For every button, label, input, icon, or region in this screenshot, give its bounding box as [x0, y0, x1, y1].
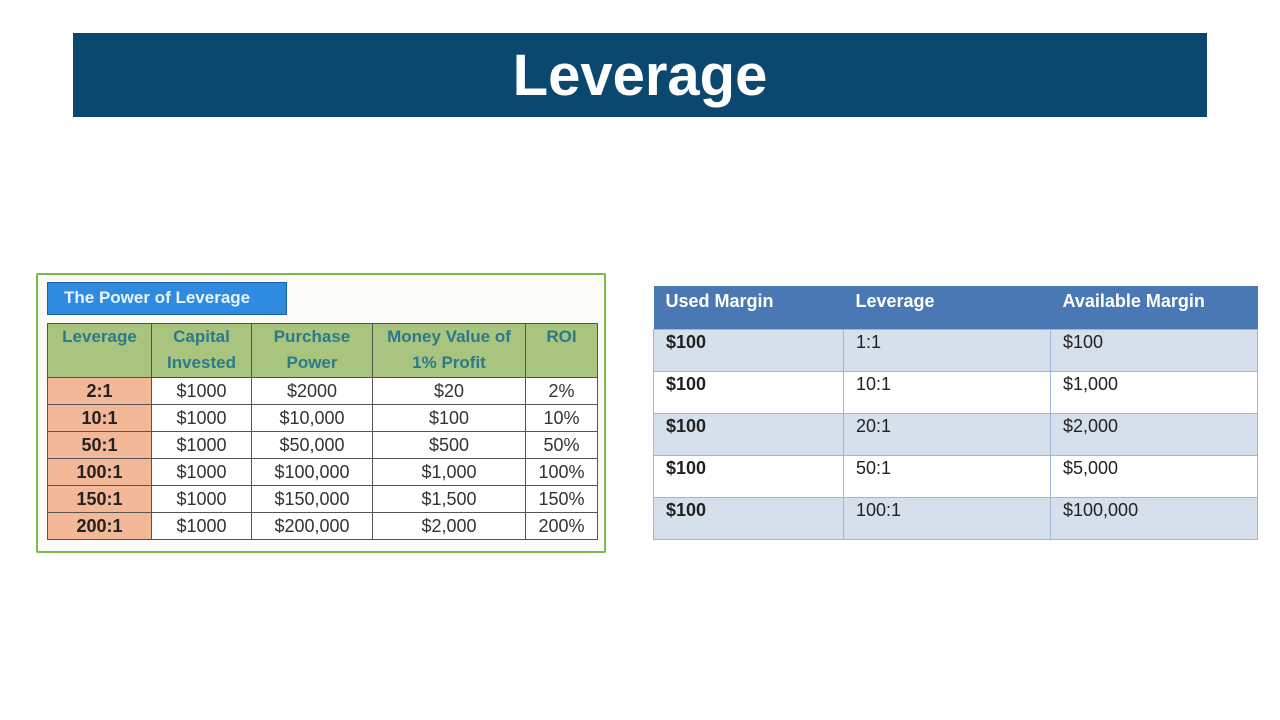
table-row: $100 1:1 $100	[653, 328, 1258, 372]
table-cell: 10:1	[843, 370, 1051, 414]
table-caption: The Power of Leverage	[47, 282, 287, 315]
table-cell: $100	[653, 496, 844, 540]
table-row: 200:1 $1000 $200,000 $2,000 200%	[47, 512, 598, 540]
table-cell: $1,000	[1050, 370, 1258, 414]
table-cell: $2,000	[372, 512, 526, 540]
table-cell: $150,000	[251, 485, 373, 513]
table-cell: $100	[653, 454, 844, 498]
table-cell: 200%	[525, 512, 598, 540]
table-cell: $2000	[251, 377, 373, 405]
table-cell: $1000	[151, 431, 252, 459]
table-cell: $10,000	[251, 404, 373, 432]
table-cell: $200,000	[251, 512, 373, 540]
table-cell: 20:1	[843, 412, 1051, 456]
table-row: $100 100:1 $100,000	[653, 496, 1258, 540]
column-header: Leverage	[47, 323, 152, 378]
table-cell: 100:1	[47, 458, 152, 486]
table-cell: 150%	[525, 485, 598, 513]
column-header: Used Margin	[653, 286, 844, 329]
table-row: 100:1 $1000 $100,000 $1,000 100%	[47, 458, 598, 486]
table-row: $100 20:1 $2,000	[653, 412, 1258, 456]
table-cell: $1,000	[372, 458, 526, 486]
table-cell: $100	[653, 412, 844, 456]
table-cell: $100,000	[1050, 496, 1258, 540]
table-cell: 2:1	[47, 377, 152, 405]
column-header: Purchase Power	[251, 323, 373, 378]
table-row: $100 10:1 $1,000	[653, 370, 1258, 414]
table-cell: $1,500	[372, 485, 526, 513]
column-header: Available Margin	[1050, 286, 1258, 329]
power-of-leverage-panel: The Power of Leverage Leverage Capital In…	[36, 273, 606, 553]
column-header: Money Value of 1% Profit	[372, 323, 526, 378]
table-row: 10:1 $1000 $10,000 $100 10%	[47, 404, 598, 432]
table-cell: $100	[653, 370, 844, 414]
column-header: ROI	[525, 323, 598, 378]
column-header: Capital Invested	[151, 323, 252, 378]
table-cell: 200:1	[47, 512, 152, 540]
table-cell: 10%	[525, 404, 598, 432]
margin-table: Used Margin Leverage Available Margin $100…	[653, 286, 1258, 540]
table-cell: 100%	[525, 458, 598, 486]
table-cell: $1000	[151, 404, 252, 432]
table-cell: 50:1	[47, 431, 152, 459]
table-cell: $2,000	[1050, 412, 1258, 456]
table-cell: $20	[372, 377, 526, 405]
table-cell: $1000	[151, 485, 252, 513]
table-row: 150:1 $1000 $150,000 $1,500 150%	[47, 485, 598, 513]
table-cell: $1000	[151, 512, 252, 540]
table-cell: $50,000	[251, 431, 373, 459]
table-cell: $100	[653, 328, 844, 372]
table-cell: $100	[1050, 328, 1258, 372]
table-cell: $500	[372, 431, 526, 459]
table-row: 50:1 $1000 $50,000 $500 50%	[47, 431, 598, 459]
table-row: 2:1 $1000 $2000 $20 2%	[47, 377, 598, 405]
table-cell: $5,000	[1050, 454, 1258, 498]
table-row: $100 50:1 $5,000	[653, 454, 1258, 498]
table-cell: 100:1	[843, 496, 1051, 540]
table-cell: 50%	[525, 431, 598, 459]
table-cell: 1:1	[843, 328, 1051, 372]
table-cell: $1000	[151, 377, 252, 405]
column-header: Leverage	[843, 286, 1051, 329]
power-of-leverage-table: Leverage Capital Invested Purchase Power Mo…	[47, 323, 598, 540]
slide-title: Leverage	[73, 33, 1207, 117]
table-cell: 2%	[525, 377, 598, 405]
table-cell: $100,000	[251, 458, 373, 486]
table-cell: $100	[372, 404, 526, 432]
table-cell: 150:1	[47, 485, 152, 513]
table-cell: $1000	[151, 458, 252, 486]
table-cell: 50:1	[843, 454, 1051, 498]
table-cell: 10:1	[47, 404, 152, 432]
